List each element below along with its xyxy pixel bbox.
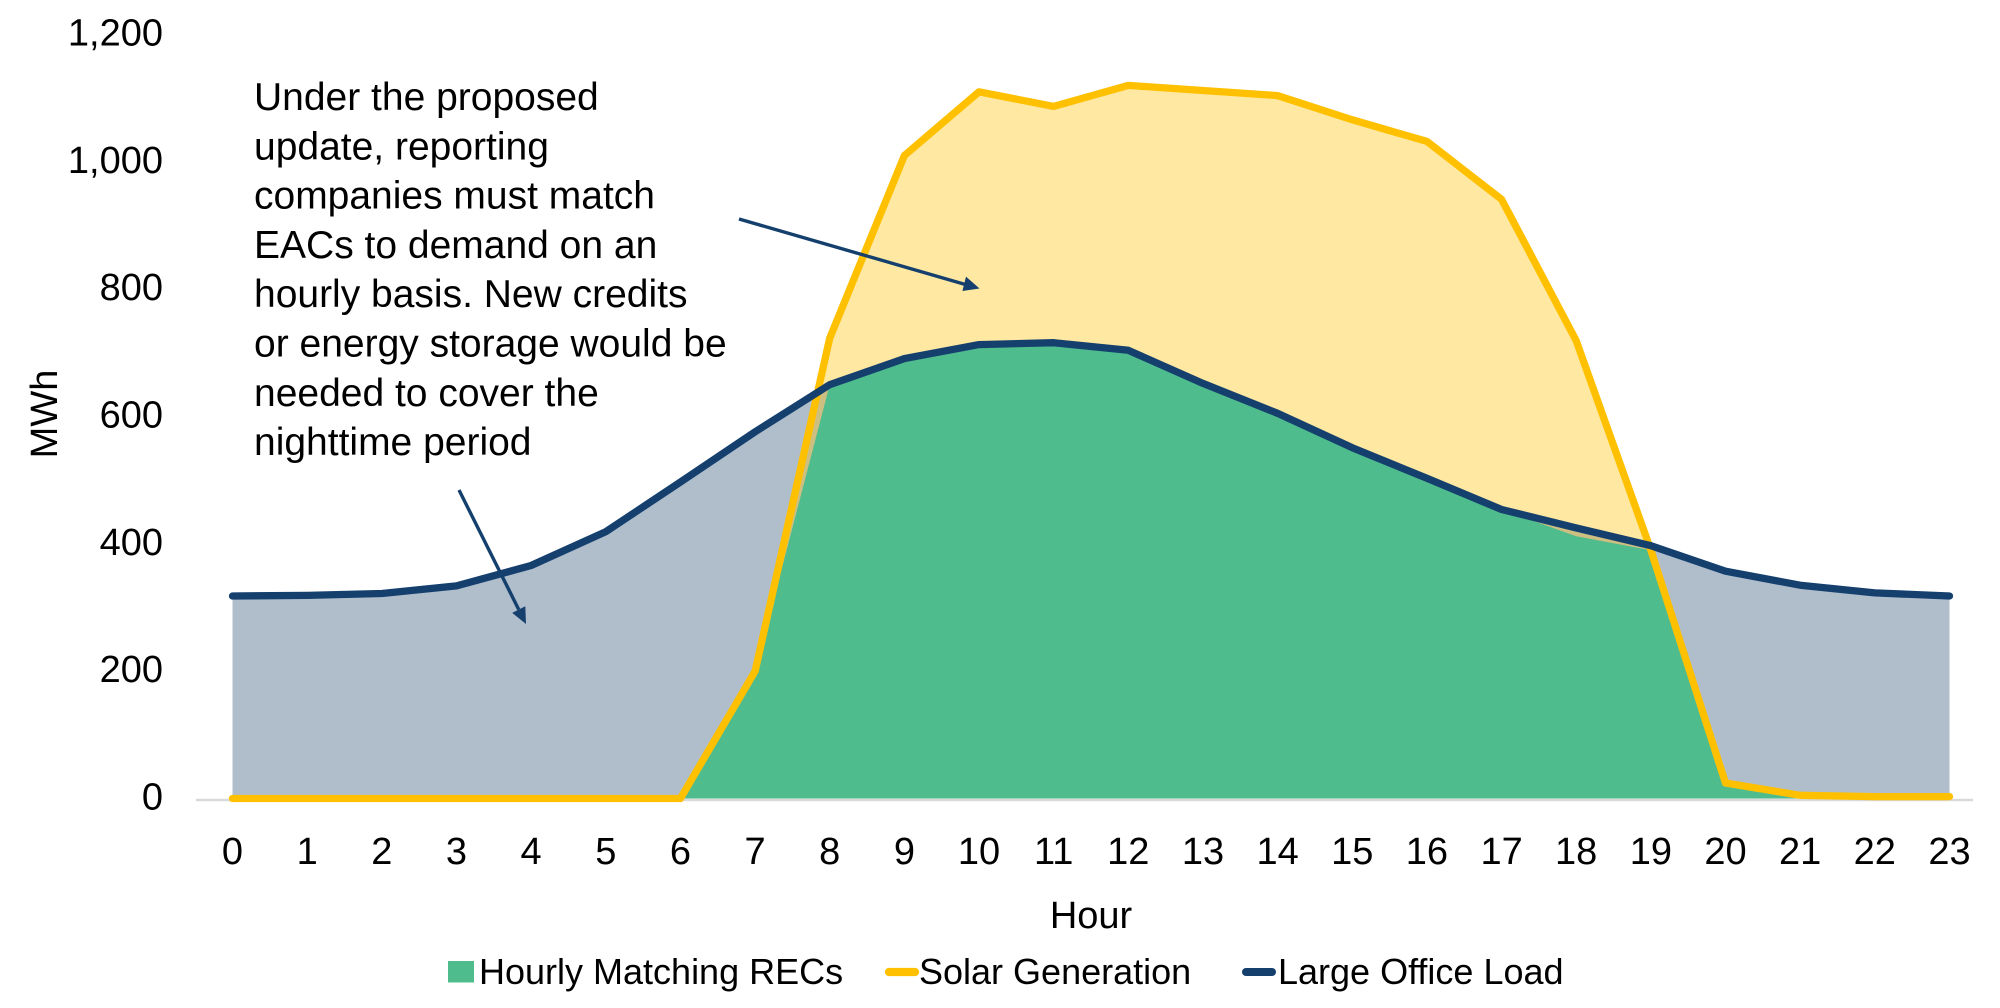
svg-text:400: 400 — [100, 522, 163, 564]
svg-text:0: 0 — [142, 777, 163, 819]
svg-text:11: 11 — [1034, 831, 1073, 873]
svg-text:13: 13 — [1182, 831, 1224, 873]
svg-text:4: 4 — [521, 831, 542, 873]
svg-text:15: 15 — [1331, 831, 1373, 873]
svg-text:2: 2 — [371, 831, 392, 873]
svg-text:18: 18 — [1555, 831, 1597, 873]
svg-text:200: 200 — [100, 649, 163, 691]
svg-text:12: 12 — [1107, 831, 1149, 873]
svg-text:update, reporting: update, reporting — [254, 125, 549, 168]
svg-text:7: 7 — [745, 831, 766, 873]
svg-text:EACs to demand on an: EACs to demand on an — [254, 224, 657, 267]
svg-text:1: 1 — [297, 831, 318, 873]
svg-text:companies must match: companies must match — [254, 175, 655, 218]
svg-text:Under the proposed: Under the proposed — [254, 76, 599, 119]
svg-text:nighttime period: nighttime period — [254, 421, 532, 464]
svg-text:1,200: 1,200 — [68, 12, 163, 54]
svg-text:5: 5 — [595, 831, 616, 873]
svg-text:6: 6 — [670, 831, 691, 873]
svg-text:16: 16 — [1406, 831, 1448, 873]
svg-text:22: 22 — [1854, 831, 1896, 873]
svg-text:Large Office Load: Large Office Load — [1278, 951, 1564, 992]
svg-text:600: 600 — [100, 395, 163, 437]
svg-text:needed to cover the: needed to cover the — [254, 372, 599, 415]
svg-text:10: 10 — [958, 831, 1000, 873]
svg-text:14: 14 — [1256, 831, 1298, 873]
svg-text:Hourly Matching RECs: Hourly Matching RECs — [479, 951, 843, 992]
svg-text:17: 17 — [1480, 831, 1522, 873]
svg-text:0: 0 — [222, 831, 243, 873]
svg-text:21: 21 — [1779, 831, 1821, 873]
svg-text:Solar Generation: Solar Generation — [919, 951, 1191, 992]
svg-text:8: 8 — [819, 831, 840, 873]
svg-text:19: 19 — [1630, 831, 1672, 873]
svg-text:3: 3 — [446, 831, 467, 873]
svg-text:Hour: Hour — [1050, 895, 1133, 937]
svg-text:800: 800 — [100, 267, 163, 309]
svg-text:9: 9 — [894, 831, 915, 873]
svg-text:20: 20 — [1704, 831, 1746, 873]
svg-text:hourly basis. New credits: hourly basis. New credits — [254, 273, 688, 316]
svg-text:1,000: 1,000 — [68, 140, 163, 182]
svg-text:MWh: MWh — [24, 370, 66, 459]
svg-text:23: 23 — [1928, 831, 1970, 873]
svg-text:or energy storage would be: or energy storage would be — [254, 323, 727, 366]
